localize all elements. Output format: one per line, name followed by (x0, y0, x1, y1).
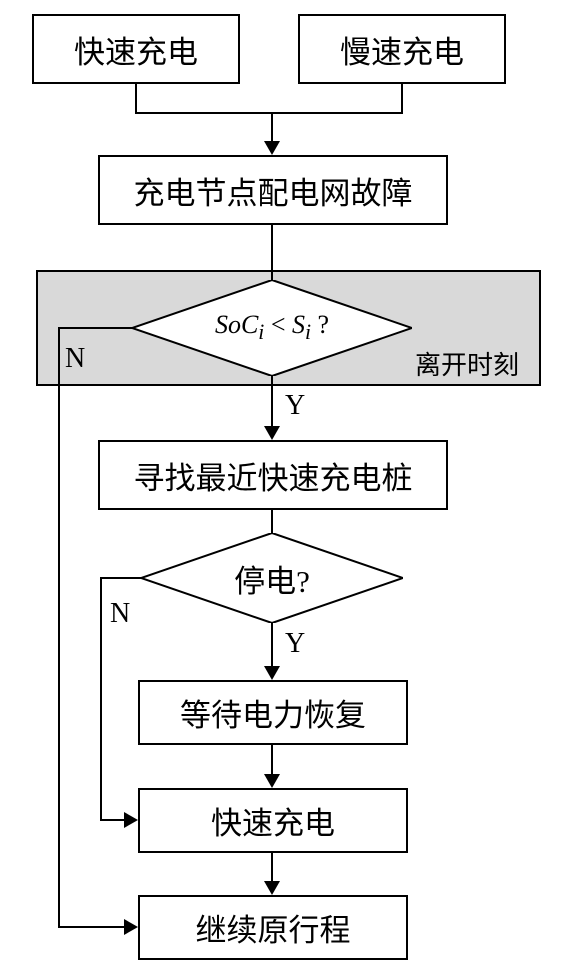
edge-line (271, 745, 273, 775)
node-fast-charge-top: 快速充电 (32, 14, 240, 84)
edge-line (271, 623, 273, 667)
arrow-head (124, 919, 138, 935)
node-find-nearest: 寻找最近快速充电桩 (98, 440, 448, 510)
edge-line (58, 327, 132, 329)
edge-line (100, 577, 102, 821)
node-fault: 充电节点配电网故障 (98, 155, 448, 225)
arrow-head (264, 141, 280, 155)
edge-line (58, 926, 125, 928)
arrow-head (264, 426, 280, 440)
edge-line (100, 819, 125, 821)
arrow-head (264, 666, 280, 680)
edge-line (135, 84, 137, 114)
node-fast-charge-bot: 快速充电 (138, 788, 408, 853)
node-wait-recovery: 等待电力恢复 (138, 680, 408, 745)
shaded-label: 离开时刻 (415, 345, 519, 382)
decision-soc: SoCi < Si ? (132, 280, 412, 376)
edge-line (100, 577, 141, 579)
node-slow-charge: 慢速充电 (298, 14, 506, 84)
edge-line (58, 327, 60, 928)
edge-line (271, 270, 273, 280)
label-n1: N (65, 343, 85, 375)
edge-line (135, 112, 403, 114)
edge-line (401, 84, 403, 114)
label-n2: N (110, 598, 130, 630)
edge-line (271, 853, 273, 882)
arrow-head (264, 881, 280, 895)
arrow-head (264, 774, 280, 788)
node-continue: 继续原行程 (138, 895, 408, 960)
arrow-head (124, 812, 138, 828)
edge-line (271, 225, 273, 270)
edge-line (271, 112, 273, 142)
label-y2: Y (285, 628, 305, 660)
edge-line (271, 510, 273, 533)
edge-line (271, 376, 273, 427)
label-y1: Y (285, 390, 305, 422)
decision-outage: 停电? (141, 533, 403, 623)
